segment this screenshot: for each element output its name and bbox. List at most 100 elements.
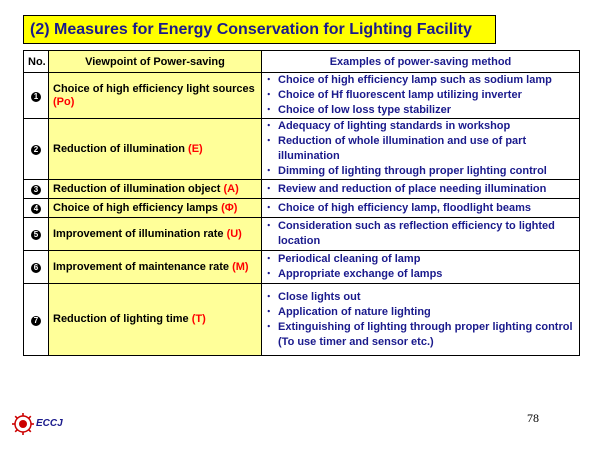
example-text: Reduction of whole illumination and use … <box>278 135 527 162</box>
bullet-icon: ･ <box>266 320 272 333</box>
example-item: ･ Reduction of whole illumination and use… <box>266 134 575 164</box>
slide-title: (2) Measures for Energy Conservation for… <box>23 15 496 44</box>
row-number-cell: 2 <box>23 118 49 180</box>
examples-cell: ･ Adequacy of lighting standards in works… <box>261 118 580 180</box>
factor-code: (T) <box>191 313 206 325</box>
table-row: 6 Improvement of maintenance rate (M) ･ Per… <box>23 250 580 284</box>
factor-code: (M) <box>232 260 249 273</box>
table-row: 3 Reduction of illumination object (A) ･ Re… <box>23 179 580 199</box>
examples-cell: ･ Close lights out ･ Application of nature … <box>261 283 580 356</box>
logo-text: ECCJ <box>36 418 63 429</box>
row-number-badge: 3 <box>31 185 41 195</box>
example-item: ･ Choice of high efficiency lamp, floodli… <box>266 201 575 216</box>
example-item: ･ Dimming of lighting through proper ligh… <box>266 164 575 179</box>
viewpoint-text: Reduction of illumination <box>53 142 189 155</box>
row-number-badge: 7 <box>31 315 41 326</box>
example-text: Review and reduction of place needing il… <box>278 182 547 195</box>
table-row: 1 Choice of high efficiency light sources… <box>23 72 580 119</box>
factor-code: (U) <box>226 227 242 240</box>
bullet-icon: ･ <box>266 253 272 265</box>
examples-cell: ･ Review and reduction of place needing i… <box>261 179 580 199</box>
bullet-icon: ･ <box>266 135 272 147</box>
table-row: 5 Improvement of illumination rate (U) ･ Co… <box>23 217 580 251</box>
factor-code: (E) <box>188 142 203 155</box>
bullet-icon: ･ <box>266 305 272 318</box>
table-row: 4 Choice of high efficiency lamps (Φ) ･ Cho… <box>23 198 580 218</box>
example-item: ･ Choice of Hf fluorescent lamp utilizing… <box>266 88 575 103</box>
row-number-badge: 6 <box>31 263 41 273</box>
factor-code: (Φ) <box>221 201 238 214</box>
measures-table: No. Viewpoint of Power-saving Examples o… <box>23 50 580 356</box>
table-row: 2 Reduction of illumination (E) ･ Adequacy … <box>23 118 580 180</box>
example-text: Extinguishing of lighting through proper… <box>278 320 573 348</box>
row-number-cell: 4 <box>23 198 49 218</box>
viewpoint-cell: Reduction of illumination (E) <box>48 118 262 180</box>
example-text: Close lights out <box>278 290 361 303</box>
example-text: Appropriate exchange of lamps <box>278 268 443 280</box>
example-text: Choice of Hf fluorescent lamp utilizing … <box>278 89 522 101</box>
example-item: ･ Application of nature lighting <box>266 305 575 320</box>
example-item: ･ Choice of high efficiency lamp such as … <box>266 73 575 88</box>
example-item: ･ Consideration such as reflection effici… <box>266 219 575 249</box>
example-text: Periodical cleaning of lamp <box>278 253 421 265</box>
example-item: ･ Appropriate exchange of lamps <box>266 267 575 282</box>
examples-cell: ･ Consideration such as reflection effici… <box>261 217 580 251</box>
bullet-icon: ･ <box>266 104 272 116</box>
viewpoint-text: Choice of high efficiency lamps <box>53 201 222 214</box>
example-text: Choice of high efficiency lamp such as s… <box>278 74 552 86</box>
example-item: ･ Periodical cleaning of lamp <box>266 252 575 267</box>
bullet-icon: ･ <box>266 120 272 132</box>
bullet-icon: ･ <box>266 89 272 101</box>
row-number-cell: 3 <box>23 179 49 199</box>
example-text: Adequacy of lighting standards in worksh… <box>278 120 511 132</box>
factor-code: (Po) <box>53 95 75 108</box>
bullet-icon: ･ <box>266 290 272 303</box>
example-text: Dimming of lighting through proper light… <box>278 165 547 177</box>
header-no: No. <box>23 50 49 73</box>
factor-code: (A) <box>223 182 239 195</box>
header-viewpoint: Viewpoint of Power-saving <box>48 50 262 73</box>
table-row: 7 Reduction of lighting time (T) ･ Close li… <box>23 283 580 356</box>
row-number-badge: 2 <box>31 145 41 155</box>
viewpoint-cell: Improvement of maintenance rate (M) <box>48 250 262 284</box>
viewpoint-text: Reduction of illumination object <box>53 182 224 195</box>
row-number-badge: 4 <box>31 204 41 214</box>
viewpoint-text: Reduction of lighting time <box>53 313 192 325</box>
row-number-cell: 1 <box>23 72 49 119</box>
examples-cell: ･ Choice of high efficiency lamp, floodli… <box>261 198 580 218</box>
row-number-cell: 6 <box>23 250 49 284</box>
example-item: ･ Close lights out <box>266 290 575 305</box>
example-text: Choice of high efficiency lamp, floodlig… <box>278 201 532 214</box>
page-number: 78 <box>527 411 539 425</box>
bullet-icon: ･ <box>266 182 272 195</box>
viewpoint-text: Improvement of illumination rate <box>53 227 227 240</box>
examples-cell: ･ Choice of high efficiency lamp such as … <box>261 72 580 119</box>
table-header-row: No. Viewpoint of Power-saving Examples o… <box>23 50 580 73</box>
viewpoint-cell: Improvement of illumination rate (U) <box>48 217 262 251</box>
viewpoint-cell: Choice of high efficiency light sources … <box>48 72 262 119</box>
eccj-logo-icon <box>12 413 34 435</box>
viewpoint-cell: Choice of high efficiency lamps (Φ) <box>48 198 262 218</box>
row-number-badge: 5 <box>31 230 41 240</box>
example-item: ･ Adequacy of lighting standards in works… <box>266 119 575 134</box>
viewpoint-cell: Reduction of lighting time (T) <box>48 283 262 356</box>
row-number-cell: 7 <box>23 283 49 356</box>
header-examples: Examples of power-saving method <box>261 50 580 73</box>
bullet-icon: ･ <box>266 74 272 86</box>
example-item: ･ Review and reduction of place needing i… <box>266 182 575 197</box>
table-body: 1 Choice of high efficiency light sources… <box>23 72 580 356</box>
viewpoint-cell: Reduction of illumination object (A) <box>48 179 262 199</box>
example-text: Choice of low loss type stabilizer <box>278 104 451 116</box>
example-item: ･ Extinguishing of lighting through prope… <box>266 320 575 350</box>
row-number-badge: 1 <box>31 91 41 102</box>
bullet-icon: ･ <box>266 165 272 177</box>
example-item: ･ Choice of low loss type stabilizer <box>266 103 575 118</box>
viewpoint-text: Improvement of maintenance rate <box>53 260 233 273</box>
viewpoint-text: Choice of high efficiency light sources <box>53 82 255 95</box>
examples-cell: ･ Periodical cleaning of lamp ･ Appropriate… <box>261 250 580 284</box>
example-text: Application of nature lighting <box>278 305 431 318</box>
bullet-icon: ･ <box>266 201 272 214</box>
bullet-icon: ･ <box>266 268 272 280</box>
example-text: Consideration such as reflection efficie… <box>278 220 555 247</box>
row-number-cell: 5 <box>23 217 49 251</box>
